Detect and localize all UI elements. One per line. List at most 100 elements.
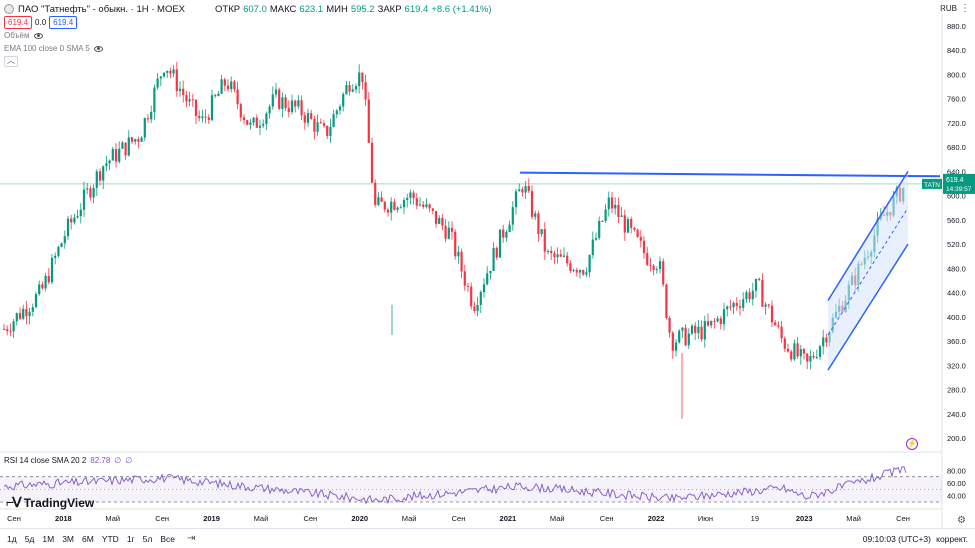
candle-body <box>204 116 207 118</box>
candle-body <box>610 197 614 209</box>
range-button[interactable]: 5л <box>142 533 153 544</box>
tradingview-logo[interactable]: ⌐Ⅴ TradingView <box>6 494 94 511</box>
candle-body <box>434 210 438 224</box>
price-tick-label: 480.0 <box>947 264 966 273</box>
ema-indicator-row[interactable]: EMA 100 close 0 SMA 5 <box>4 44 103 53</box>
candle-body <box>214 95 217 97</box>
time-tick-label: Сен <box>303 514 317 523</box>
candle-body <box>111 149 114 161</box>
candle-body <box>447 227 450 239</box>
symbol-title[interactable]: ПАО "Татнефть" - обыкн. · 1Н · MOEX <box>18 3 186 15</box>
candle-body <box>166 70 169 73</box>
candle-body <box>86 188 89 190</box>
candle-body <box>22 308 25 319</box>
range-button[interactable]: 5д <box>24 533 35 544</box>
candle-body <box>6 329 9 332</box>
candle-body <box>524 185 527 193</box>
candle-body <box>393 201 396 210</box>
range-buttons: 1д 5д 1М 3М 6М YTD 1г 5л Все <box>0 534 175 544</box>
range-button[interactable]: 3М <box>62 533 74 544</box>
time-tick-label: Сен <box>7 514 21 523</box>
candle-body <box>150 111 153 120</box>
candle-body <box>550 250 553 254</box>
candle-body <box>790 351 793 360</box>
candle-body <box>105 163 108 167</box>
candle-body <box>716 318 719 322</box>
candle-body <box>706 321 710 326</box>
gear-icon[interactable]: ⚙ <box>957 515 966 526</box>
candle-body <box>796 343 799 357</box>
candle-body <box>674 342 678 351</box>
symbol-logo-icon <box>4 4 14 14</box>
eye-hidden-icon[interactable] <box>93 45 103 52</box>
candle-body <box>281 97 284 109</box>
candle-body <box>780 326 783 339</box>
volume-indicator-row[interactable]: Объём <box>4 31 43 40</box>
candle-body <box>124 142 127 156</box>
eye-hidden-icon[interactable] <box>33 32 43 39</box>
range-button[interactable]: Все <box>160 533 175 544</box>
candle-body <box>604 209 607 222</box>
range-button[interactable]: YTD <box>101 533 119 544</box>
candle-body <box>367 99 370 143</box>
candle-body <box>620 215 623 217</box>
range-button[interactable]: 6М <box>82 533 94 544</box>
candle-body <box>633 227 636 230</box>
currency-label[interactable]: RUB <box>940 4 957 13</box>
candle-body <box>82 189 86 210</box>
buy-price-button[interactable]: 619.4 <box>49 16 78 29</box>
collapse-legend-button[interactable]: ︿ <box>4 56 18 67</box>
candle-body <box>348 85 351 92</box>
candle-body <box>351 89 354 92</box>
candle-body <box>457 251 460 257</box>
candle-body <box>498 229 502 258</box>
goto-date-icon[interactable]: ⇥ <box>186 533 196 544</box>
adjustment-toggle[interactable]: коррект. <box>936 534 968 544</box>
price-tick-label: 360.0 <box>947 337 966 346</box>
candle-body <box>783 338 786 349</box>
candle-body <box>527 185 530 192</box>
lightning-icon[interactable]: ⚡ <box>906 438 918 450</box>
volume-label: Объём <box>4 31 30 40</box>
candle-body <box>742 299 745 308</box>
more-icon[interactable]: ⋮ <box>960 3 970 14</box>
candle-body <box>290 100 294 113</box>
last-price-tag <box>943 173 975 194</box>
clock[interactable]: 09:10:03 (UTC+3) <box>862 534 931 544</box>
candle-body <box>409 192 412 198</box>
candle-body <box>98 171 102 181</box>
candle-body <box>546 250 550 252</box>
range-button[interactable]: 1М <box>42 533 55 544</box>
price-tick-label: 760.0 <box>947 95 966 104</box>
candle-body <box>406 197 409 200</box>
range-button[interactable]: 1г <box>126 533 135 544</box>
candle-body <box>655 269 658 271</box>
candle-body <box>786 348 790 352</box>
candle-body <box>175 69 178 92</box>
candle-body <box>335 110 338 115</box>
candle-body <box>518 189 521 192</box>
time-tick-label: Сен <box>452 514 466 523</box>
candle-body <box>92 187 95 198</box>
candle-body <box>598 220 601 238</box>
candle-body <box>50 257 54 283</box>
price-tick-label: 320.0 <box>947 361 966 370</box>
candle-body <box>274 89 278 95</box>
candle-body <box>118 148 121 162</box>
sell-price-button[interactable]: 619.4 <box>4 16 33 29</box>
time-tick-label: 2021 <box>500 514 517 523</box>
candle-body <box>466 285 470 287</box>
range-button[interactable]: 1д <box>7 533 17 544</box>
candle-body <box>316 122 319 132</box>
candle-body <box>658 261 662 270</box>
candle-body <box>140 137 143 142</box>
candle-body <box>143 118 146 138</box>
candle-body <box>70 218 73 223</box>
candle-body <box>802 349 806 354</box>
candle-body <box>438 217 441 224</box>
candle-body <box>764 304 767 307</box>
candle-body <box>198 115 201 119</box>
candle-body <box>777 325 780 327</box>
candle-body <box>31 307 34 312</box>
